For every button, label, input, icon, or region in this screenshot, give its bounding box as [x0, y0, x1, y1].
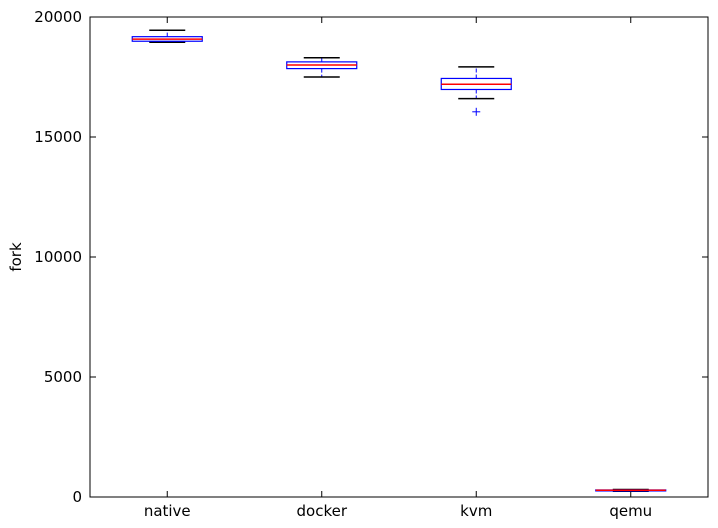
x-tick-label: native	[144, 502, 191, 520]
x-tick-label: qemu	[609, 502, 652, 520]
box-native	[131, 29, 203, 43]
box-kvm	[440, 66, 512, 116]
plot-area	[89, 16, 709, 498]
y-axis-label: fork	[7, 242, 25, 272]
y-tick-label: 15000	[34, 128, 82, 146]
box-qemu	[595, 488, 667, 492]
x-tick-label: kvm	[460, 502, 492, 520]
boxes-group	[131, 29, 667, 492]
box-docker	[286, 57, 358, 78]
y-axis-ticks: 0 5000 10000 15000 20000	[34, 8, 708, 506]
y-tick-label: 0	[72, 488, 82, 506]
y-tick-label: 20000	[34, 8, 82, 26]
y-tick-label: 10000	[34, 248, 82, 266]
x-axis-ticks: native docker kvm qemu	[144, 17, 652, 520]
y-tick-label: 5000	[44, 368, 82, 386]
x-tick-label: docker	[297, 502, 348, 520]
outlier-point	[472, 107, 481, 116]
